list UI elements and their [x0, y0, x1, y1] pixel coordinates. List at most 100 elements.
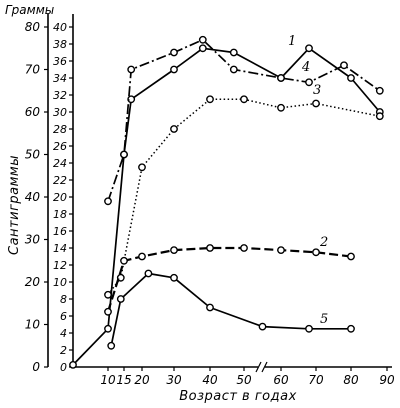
y2-tick-label: 22: [53, 174, 67, 187]
series-1-point: [347, 74, 355, 82]
y2-tick-label: 20: [53, 191, 67, 204]
series-5-point: [258, 322, 267, 331]
y2-tick-label: 0: [60, 361, 67, 374]
series-4-point: [305, 78, 313, 87]
y2-tick-label: 26: [53, 140, 67, 153]
series-2-point: [206, 244, 214, 252]
series-3-point: [138, 163, 146, 172]
series-2-point: [120, 256, 128, 265]
x-axis-title: Возраст в годах: [179, 389, 297, 404]
y2-tick-label: 10: [53, 276, 67, 289]
ticks: [44, 26, 388, 371]
series-4-line: [107, 38, 381, 202]
series-3-point: [375, 112, 384, 121]
y-tick-label: 50: [25, 148, 41, 162]
series-1-label: 1: [288, 34, 296, 49]
series-4-point: [340, 61, 348, 70]
series-4-point: [104, 197, 112, 206]
y2-tick-label: 32: [53, 89, 67, 102]
x-tick-label: 90: [379, 373, 395, 387]
x-tick-label: 15: [116, 373, 131, 387]
series-3-point: [206, 95, 214, 104]
series-5-point: [116, 295, 125, 303]
series-5-point: [206, 303, 214, 312]
series-1-point: [305, 44, 313, 53]
series-1-line: [72, 47, 381, 366]
x-tick-label: 60: [273, 373, 289, 387]
x-tick-label: 40: [202, 373, 218, 387]
x-tick-label: 30: [166, 373, 182, 387]
series-2-line: [106, 246, 352, 313]
series-2-label: 2: [319, 235, 328, 250]
series-1-point: [69, 360, 77, 369]
y2-tick-label: 4: [60, 327, 67, 340]
y2-tick-label: 6: [60, 310, 67, 323]
y2-tick-label: 8: [60, 293, 67, 306]
y2-tick-label: 28: [53, 123, 67, 136]
series-4-point: [277, 74, 285, 82]
x-tick-label: 50: [236, 373, 252, 387]
series-5-point: [305, 324, 313, 333]
series-4-point: [170, 48, 178, 57]
y2-tick-label: 24: [53, 157, 67, 170]
y-tick-label: 80: [25, 20, 41, 34]
series-5-line: [110, 272, 351, 346]
y-tick-label: 0: [32, 360, 40, 374]
x-axis-break-mark: [255, 361, 262, 373]
y-tick-label: 70: [25, 63, 41, 77]
series-1-point: [229, 48, 238, 57]
series-2-point: [277, 246, 285, 255]
series-5-label: 5: [320, 312, 328, 327]
series-2-point: [347, 252, 355, 261]
series-2-point: [104, 307, 112, 316]
x-axis-break-mark: [261, 361, 268, 373]
series-group: [69, 35, 384, 369]
series-3-point: [277, 103, 285, 112]
y-tick-label: 30: [25, 233, 41, 247]
y2-tick-label: 30: [53, 106, 67, 119]
y2-tick-label: 12: [53, 259, 67, 272]
y2-tick-label: 18: [53, 208, 67, 221]
series-5-point: [347, 324, 355, 333]
labels: 0102030405060708002468101214161820222426…: [25, 20, 395, 387]
series-4-point: [375, 86, 384, 95]
series-1-point: [170, 65, 178, 74]
y2-tick-label: 38: [53, 38, 67, 51]
y-tick-label: 10: [25, 318, 41, 332]
series-2-point: [138, 252, 146, 261]
series-4-point: [120, 150, 128, 159]
series-3-point: [240, 95, 248, 104]
series-1-point: [104, 324, 112, 333]
y2-tick-label: 16: [53, 225, 67, 238]
series-3-point: [312, 99, 320, 108]
y-tick-label: 40: [25, 190, 41, 204]
x-tick-label: 80: [343, 373, 359, 387]
series-2-point: [312, 248, 320, 257]
y2-tick-label: 14: [53, 242, 67, 255]
series-3-point: [170, 125, 178, 133]
y2-tick-label: 34: [53, 72, 67, 85]
series-3-line: [107, 98, 380, 296]
x-tick-label: 10: [100, 373, 116, 387]
x-tick-label: 20: [134, 373, 150, 387]
y-axis-title: Сантиграммы: [7, 155, 22, 255]
y-tick-label: 60: [25, 105, 41, 119]
series-4-point: [127, 65, 136, 74]
series-2-point: [240, 244, 248, 252]
axes: [47, 14, 392, 373]
y2-tick-label: 36: [53, 55, 67, 68]
series-5-point: [107, 341, 116, 350]
series-5-point: [144, 269, 153, 278]
series-4-label: 4: [301, 60, 310, 75]
series-5-point: [170, 273, 178, 282]
series-3-label: 3: [313, 83, 321, 98]
y2-tick-label: 2: [60, 344, 67, 357]
series-4-point: [198, 35, 207, 44]
y2-axis-title: Граммы: [5, 3, 54, 17]
series-1-point: [198, 44, 207, 53]
series-3-point: [104, 290, 112, 299]
series-2-point: [170, 246, 178, 255]
x-tick-label: 70: [308, 373, 324, 387]
series-4-point: [229, 65, 238, 74]
